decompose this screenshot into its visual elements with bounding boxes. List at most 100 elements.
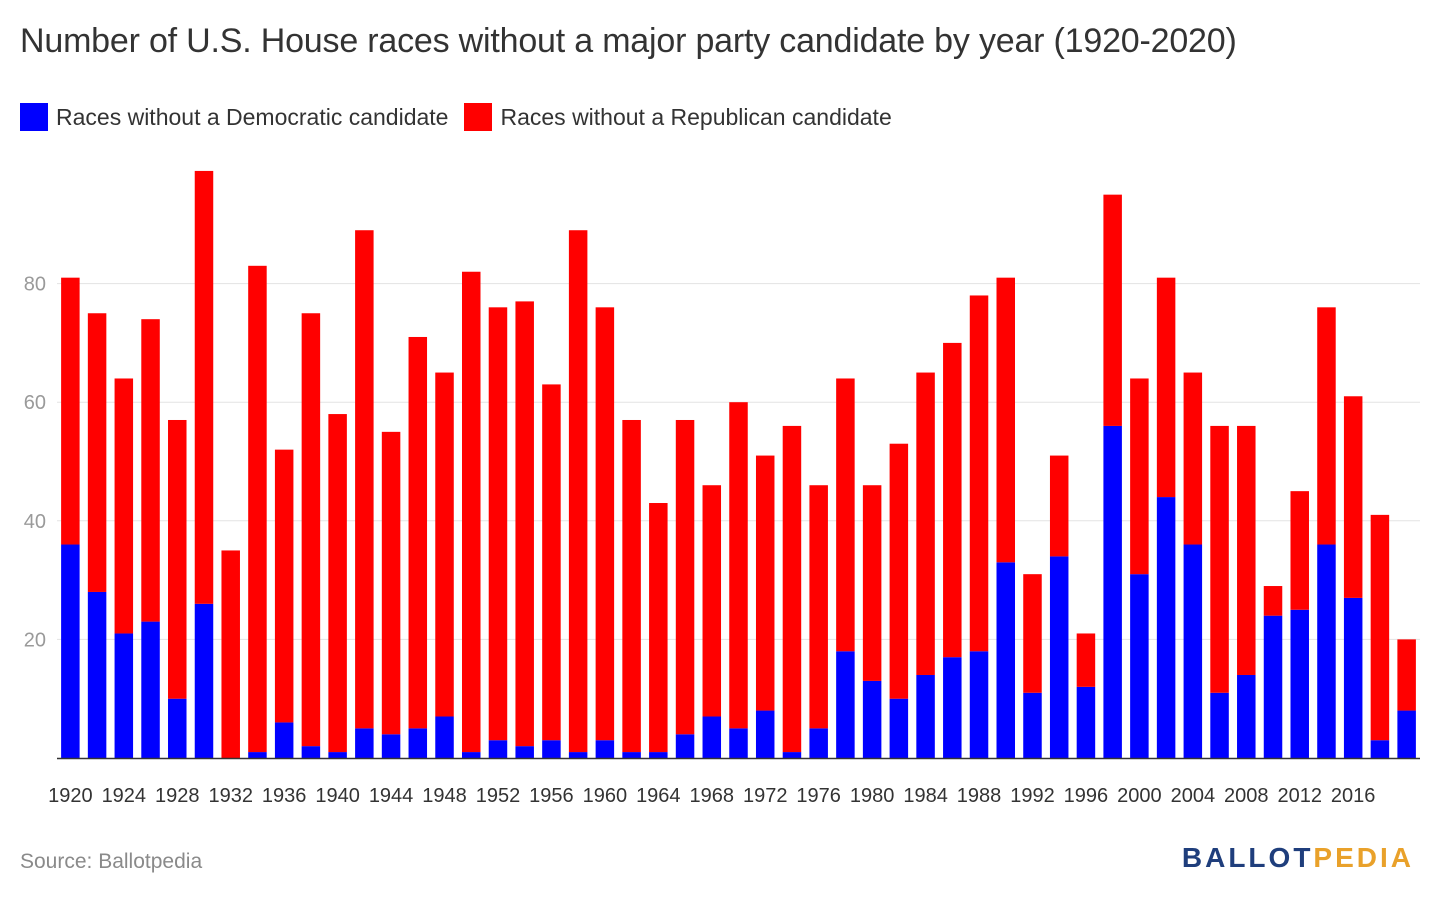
y-tick-label-20: 20 (24, 629, 46, 651)
bar-dem-1972 (755, 710, 775, 758)
bar-dem-2020 (1397, 710, 1416, 758)
bar-rep-1920 (61, 277, 80, 545)
bar-rep-1948 (435, 372, 454, 717)
x-tick-label-1952: 1952 (476, 785, 521, 807)
bar-rep-2014 (1317, 307, 1336, 545)
y-tick-label-60: 60 (24, 392, 46, 414)
x-tick-label-2004: 2004 (1171, 785, 1216, 807)
bar-dem-1940 (328, 752, 347, 758)
bar-rep-1936 (274, 449, 294, 723)
bar-dem-1930 (194, 603, 214, 758)
bar-rep-1996 (1076, 633, 1096, 687)
bar-dem-2018 (1370, 740, 1390, 758)
x-tick-label-1928: 1928 (155, 785, 200, 807)
bar-dem-1924 (114, 633, 134, 758)
bar-dem-1974 (782, 752, 802, 758)
bar-rep-1980 (862, 485, 882, 681)
bar-rep-2004 (1183, 372, 1203, 545)
bar-dem-1952 (488, 740, 508, 758)
x-tick-label-1980: 1980 (850, 785, 895, 807)
bar-rep-2002 (1156, 277, 1176, 498)
bar-dem-1928 (168, 698, 187, 758)
bar-dem-1988 (969, 651, 989, 758)
chart-title: Number of U.S. House races without a maj… (20, 22, 1237, 60)
bar-dem-1984 (916, 674, 935, 758)
legend-label-dem: Races without a Democratic candidate (56, 103, 449, 130)
x-tick-label-1944: 1944 (369, 785, 414, 807)
x-tick-label-1988: 1988 (957, 785, 1002, 807)
bar-dem-1944 (381, 734, 401, 758)
bar-dem-1994 (1049, 556, 1069, 758)
x-tick-label-1936: 1936 (262, 785, 307, 807)
bar-rep-1942 (355, 230, 374, 729)
bar-rep-2006 (1210, 425, 1229, 693)
x-tick-label-1940: 1940 (315, 785, 360, 807)
bar-dem-1982 (889, 698, 909, 758)
bar-rep-1968 (702, 485, 722, 717)
bar-rep-1924 (114, 378, 134, 634)
bar-dem-1998 (1103, 425, 1122, 758)
bar-rep-1954 (515, 301, 534, 747)
bar-dem-2012 (1290, 609, 1309, 758)
bar-dem-1956 (542, 740, 561, 758)
bar-dem-1966 (675, 734, 695, 758)
bar-rep-1938 (301, 313, 321, 747)
bar-rep-1944 (381, 431, 401, 735)
bar-rep-2000 (1130, 378, 1149, 575)
bar-rep-1952 (488, 307, 508, 741)
bar-rep-1962 (622, 419, 641, 753)
stacked-bar-chart: 20 40 60 80 1920 1924 1928 1932 1936 1940 1944 1948… (24, 170, 1420, 807)
bar-dem-1938 (301, 746, 321, 758)
x-tick-label-2008: 2008 (1224, 785, 1269, 807)
bar-rep-1922 (87, 313, 107, 592)
bar-rep-2010 (1263, 586, 1283, 616)
legend-label-rep: Races without a Republican candidate (500, 103, 892, 130)
bar-dem-1920 (61, 544, 80, 758)
bar-dem-1990 (996, 562, 1016, 758)
bar-dem-1950 (461, 752, 481, 758)
x-tick-label-1924: 1924 (102, 785, 147, 807)
bar-rep-1966 (675, 419, 695, 735)
bar-rep-1972 (755, 455, 775, 711)
bar-dem-1976 (809, 728, 828, 758)
x-tick-label-1960: 1960 (583, 785, 628, 807)
bar-dem-1934 (248, 752, 267, 758)
bar-dem-1978 (836, 651, 855, 758)
bar-dem-1958 (568, 752, 588, 758)
x-tick-label-1948: 1948 (422, 785, 467, 807)
bar-rep-1994 (1049, 455, 1069, 557)
bar-rep-1950 (461, 271, 481, 753)
bar-dem-2004 (1183, 544, 1203, 758)
bar-rep-2012 (1290, 491, 1309, 610)
bar-dem-2002 (1156, 497, 1176, 758)
bar-dem-2006 (1210, 692, 1229, 758)
bar-rep-1940 (328, 414, 347, 753)
bar-rep-1934 (248, 265, 267, 753)
x-tick-label-1992: 1992 (1010, 785, 1055, 807)
bar-rep-1960 (595, 307, 615, 741)
legend-item-rep: Races without a Republican candidate (464, 103, 892, 131)
bar-dem-1922 (87, 591, 107, 758)
legend: Races without a Democratic candidate Rac… (20, 103, 908, 131)
bar-rep-1970 (729, 402, 748, 729)
bar-rep-1978 (836, 378, 855, 652)
x-tick-label-1996: 1996 (1064, 785, 1109, 807)
bar-dem-2014 (1317, 544, 1336, 758)
bar-rep-2018 (1370, 514, 1390, 741)
bar-rep-1958 (568, 230, 588, 753)
bar-rep-1998 (1103, 194, 1122, 426)
x-tick-label-1968: 1968 (690, 785, 735, 807)
bar-dem-1964 (649, 752, 668, 758)
bar-rep-1986 (943, 342, 962, 658)
bar-rep-1926 (141, 319, 160, 622)
legend-item-dem: Races without a Democratic candidate (20, 103, 448, 131)
y-tick-label-40: 40 (24, 511, 46, 533)
bar-dem-1948 (435, 716, 454, 758)
bar-rep-1928 (168, 419, 187, 699)
bar-dem-1960 (595, 740, 615, 758)
bar-dem-1962 (622, 752, 641, 758)
bar-rep-2016 (1343, 396, 1363, 598)
y-tick-label-80: 80 (24, 274, 46, 296)
bar-rep-1956 (542, 384, 561, 741)
legend-swatch-rep (464, 103, 493, 131)
